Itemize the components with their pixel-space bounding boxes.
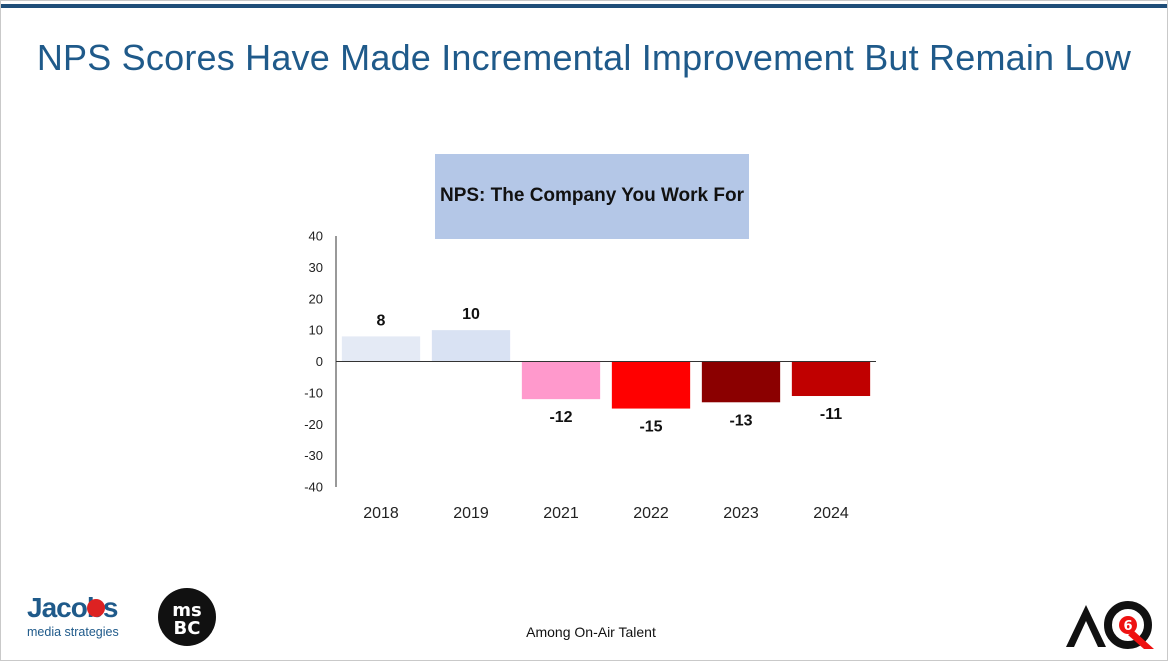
data-label: -13: [729, 412, 752, 429]
chart-title-box: [435, 154, 749, 239]
y-tick-label: 30: [309, 260, 323, 275]
data-label: -12: [549, 409, 572, 426]
jacobs-tagline: media strategies: [27, 625, 119, 639]
data-label: 10: [462, 306, 480, 323]
page-title: NPS Scores Have Made Incremental Improve…: [36, 37, 1132, 78]
bar: [341, 336, 421, 362]
y-tick-label: -30: [304, 448, 323, 463]
svg-text:BC: BC: [174, 618, 201, 639]
jacobs-logo: Jacobs media strategies: [27, 592, 149, 642]
bar: [611, 361, 691, 409]
x-tick-label: 2021: [543, 505, 579, 522]
x-tick-label: 2023: [723, 505, 759, 522]
x-tick-label: 2022: [633, 505, 669, 522]
data-label: -11: [820, 406, 842, 423]
aq-logo: 6: [1066, 601, 1154, 649]
bar: [701, 361, 781, 403]
svg-text:6: 6: [1123, 619, 1132, 634]
bar: [791, 361, 871, 397]
y-tick-label: 10: [309, 323, 323, 338]
chart-title: NPS: The Company You Work For: [439, 185, 745, 206]
y-tick-label: 20: [309, 291, 323, 306]
data-label: 8: [377, 312, 386, 329]
y-tick-label: 0: [316, 354, 323, 369]
play-icon: [87, 599, 105, 617]
svg-text:ms: ms: [172, 600, 201, 621]
data-label: -15: [639, 419, 662, 436]
x-tick-label: 2019: [453, 505, 489, 522]
bar: [521, 361, 601, 400]
x-tick-label: 2024: [813, 505, 849, 522]
top-accent-bar: [1, 4, 1167, 8]
y-tick-label: -40: [304, 480, 323, 495]
bar-chart: 40 30 20 10 0 -10 -20 -30 -40 8 2018 10 2019 -12 2021 -…: [304, 229, 876, 522]
bar: [431, 330, 511, 362]
y-tick-label: -20: [304, 417, 323, 432]
msbc-logo: ms BC: [158, 588, 216, 646]
y-tick-label: -10: [304, 385, 323, 400]
footer-note: Among On-Air Talent: [526, 624, 656, 640]
x-tick-label: 2018: [363, 505, 399, 522]
y-tick-label: 40: [309, 229, 323, 244]
